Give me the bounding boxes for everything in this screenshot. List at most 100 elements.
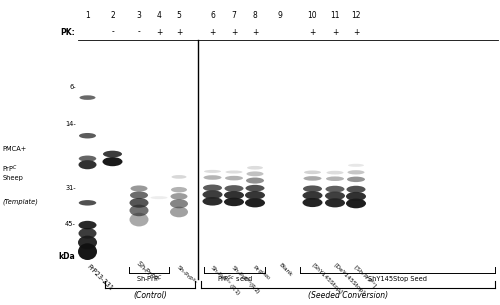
Ellipse shape [326, 176, 344, 181]
Text: 9: 9 [278, 11, 282, 20]
Text: 2: 2 [110, 11, 115, 20]
Ellipse shape [102, 157, 122, 166]
Text: PMCA+: PMCA+ [2, 146, 27, 152]
Ellipse shape [170, 193, 188, 200]
Text: kDa: kDa [58, 252, 75, 261]
Ellipse shape [348, 170, 364, 174]
Ellipse shape [78, 228, 96, 239]
Ellipse shape [130, 213, 148, 226]
Ellipse shape [130, 192, 148, 199]
Text: PK:: PK: [60, 27, 75, 37]
Ellipse shape [79, 133, 96, 138]
Text: 11: 11 [330, 11, 340, 20]
Ellipse shape [246, 185, 264, 192]
Ellipse shape [225, 176, 243, 180]
Text: 4: 4 [156, 11, 162, 20]
Text: PrP$^{Sc}$ seed: PrP$^{Sc}$ seed [216, 273, 252, 285]
Ellipse shape [303, 185, 322, 192]
Ellipse shape [170, 199, 188, 208]
Ellipse shape [79, 200, 96, 206]
Ellipse shape [202, 190, 222, 199]
Text: +: + [156, 27, 162, 37]
Text: +: + [231, 27, 237, 37]
Text: 12: 12 [351, 11, 361, 20]
Text: PrP$^{CWD}$: PrP$^{CWD}$ [250, 262, 272, 284]
Text: Sh-PrP$^{Sc}$ (R1): Sh-PrP$^{Sc}$ (R1) [206, 262, 243, 298]
Ellipse shape [245, 191, 265, 199]
Ellipse shape [325, 198, 345, 207]
Ellipse shape [78, 221, 96, 229]
Ellipse shape [348, 164, 364, 167]
Ellipse shape [130, 198, 148, 208]
Ellipse shape [202, 197, 222, 206]
Ellipse shape [78, 160, 96, 169]
Ellipse shape [80, 95, 96, 100]
Ellipse shape [130, 205, 148, 216]
Ellipse shape [346, 199, 366, 208]
Ellipse shape [78, 235, 97, 249]
Ellipse shape [302, 198, 322, 207]
Ellipse shape [304, 170, 321, 174]
Text: [DeY145Stop]: [DeY145Stop] [333, 262, 366, 296]
Text: 45-: 45- [65, 221, 76, 227]
Ellipse shape [103, 151, 122, 157]
Text: [ShY145Stop]: [ShY145Stop] [310, 262, 343, 295]
Ellipse shape [172, 175, 186, 179]
Text: 6-: 6- [70, 84, 76, 90]
Ellipse shape [224, 191, 244, 199]
Ellipse shape [325, 192, 345, 200]
Text: +: + [310, 27, 316, 37]
Ellipse shape [226, 170, 242, 174]
Text: -: - [138, 27, 140, 37]
Text: 7: 7 [232, 11, 236, 20]
Text: 10: 10 [308, 11, 318, 20]
Ellipse shape [347, 177, 365, 182]
Ellipse shape [246, 178, 264, 184]
Ellipse shape [247, 166, 263, 170]
Text: 14-: 14- [65, 120, 76, 127]
Text: 3: 3 [136, 11, 141, 20]
Ellipse shape [204, 170, 221, 173]
Text: PrP23-231: PrP23-231 [86, 264, 114, 292]
Text: (Seeded Conversion): (Seeded Conversion) [308, 291, 388, 300]
Text: +: + [332, 27, 338, 37]
Ellipse shape [150, 196, 168, 199]
Text: ShY145Stop Seed: ShY145Stop Seed [368, 276, 427, 282]
Ellipse shape [346, 186, 366, 193]
Text: 1: 1 [85, 11, 90, 20]
Ellipse shape [78, 243, 97, 260]
Text: (Control): (Control) [133, 291, 167, 300]
Ellipse shape [204, 175, 222, 180]
Text: 8: 8 [252, 11, 258, 20]
Text: 6: 6 [210, 11, 215, 20]
Ellipse shape [171, 187, 187, 192]
Ellipse shape [224, 185, 244, 192]
Text: +: + [252, 27, 258, 37]
Text: Sh-PrP$^{Sc}$: Sh-PrP$^{Sc}$ [174, 262, 199, 288]
Ellipse shape [326, 186, 344, 192]
Ellipse shape [346, 192, 366, 201]
Text: (Template): (Template) [2, 198, 38, 205]
Ellipse shape [304, 176, 322, 181]
Text: -: - [111, 27, 114, 37]
Ellipse shape [302, 191, 322, 200]
Text: +: + [353, 27, 359, 37]
Text: [Sh-PrP$^{Sc}$]: [Sh-PrP$^{Sc}$] [350, 262, 380, 291]
Ellipse shape [326, 171, 344, 174]
Text: Sh-PrP$^C$: Sh-PrP$^C$ [136, 273, 162, 285]
Ellipse shape [130, 185, 148, 192]
Text: 31-: 31- [66, 185, 76, 191]
Text: +: + [210, 27, 216, 37]
Text: 5: 5 [176, 11, 182, 20]
Ellipse shape [245, 198, 265, 207]
Text: Blank: Blank [278, 262, 293, 278]
Text: Sh-PrP$^{Sc}$: Sh-PrP$^{Sc}$ [132, 258, 161, 286]
Text: Sheep: Sheep [2, 175, 24, 181]
Ellipse shape [170, 207, 188, 217]
Ellipse shape [224, 198, 244, 206]
Ellipse shape [79, 156, 96, 162]
Text: +: + [176, 27, 182, 37]
Text: PrP$^C$: PrP$^C$ [2, 163, 18, 175]
Text: Sh-PrP$^{Sc}$(R2): Sh-PrP$^{Sc}$(R2) [228, 262, 263, 297]
Ellipse shape [203, 185, 222, 191]
